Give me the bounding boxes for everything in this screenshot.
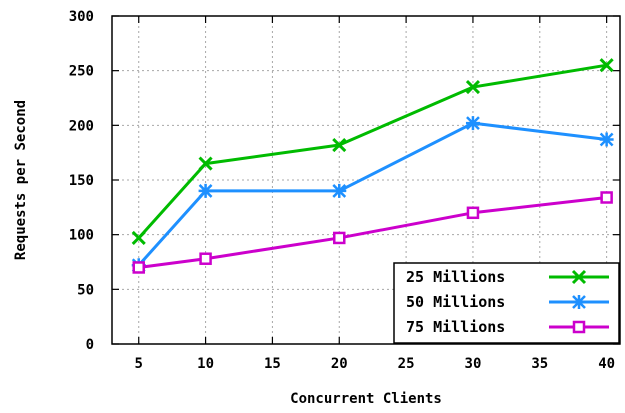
data-point [131, 230, 146, 246]
data-point [599, 58, 614, 73]
x-tick-label: 35 [531, 356, 548, 372]
data-point [600, 191, 613, 204]
x-axis-label: Concurrent Clients [290, 391, 442, 407]
marker-x-shape [599, 58, 614, 73]
x-tick-label: 30 [465, 356, 482, 372]
data-point [332, 183, 347, 198]
marker-asterisk-shape [332, 183, 347, 198]
y-tick-label: 250 [69, 64, 94, 80]
marker-square-shape [572, 320, 586, 334]
data-point [599, 132, 614, 147]
data-point [132, 261, 145, 274]
data-point [465, 80, 481, 95]
series-3 [132, 191, 613, 274]
data-point [466, 206, 480, 220]
data-point [332, 137, 347, 153]
x-tick-label: 15 [264, 356, 281, 372]
series-layer [131, 58, 614, 274]
marker-square-shape [199, 252, 212, 265]
marker-square-shape [333, 231, 346, 245]
y-tick-label: 300 [69, 9, 94, 25]
y-axis-label: Requests per Second [13, 100, 29, 260]
marker-asterisk-shape [465, 116, 480, 131]
marker-x-shape [198, 156, 213, 171]
axis-ticks: 0 50 100 150 200 250 300 5 10 15 20 25 30 35 40 [69, 9, 620, 372]
y-tick-label: 150 [69, 173, 94, 189]
legend-marker [571, 269, 587, 285]
legend-entry: 75 Millions [406, 318, 609, 336]
data-point [465, 116, 480, 131]
y-tick-label: 200 [69, 118, 94, 134]
marker-asterisk-shape [572, 295, 586, 309]
x-tick-label: 10 [197, 356, 214, 372]
marker-x-shape [571, 269, 587, 285]
data-point [333, 231, 346, 245]
data-point [198, 156, 213, 171]
legend-entry: 50 Millions [406, 293, 609, 311]
legend-label: 50 Millions [406, 293, 505, 311]
marker-x-shape [332, 137, 347, 153]
y-tick-label: 100 [69, 228, 94, 244]
legend-marker [572, 295, 586, 309]
series-1 [131, 58, 614, 246]
marker-asterisk-shape [198, 183, 213, 198]
x-tick-label: 40 [598, 356, 615, 372]
marker-square-shape [466, 206, 480, 220]
series-line [137, 63, 607, 239]
legend-label: 75 Millions [406, 318, 505, 336]
legend-label: 25 Millions [406, 268, 505, 286]
legend: 25 Millions 50 Millions 75 Millions [393, 262, 620, 344]
marker-asterisk-shape [599, 132, 614, 147]
x-tick-label: 5 [135, 356, 143, 372]
data-point [199, 252, 212, 265]
marker-square-shape [600, 191, 613, 204]
marker-x-shape [465, 80, 481, 95]
marker-square-shape [132, 261, 145, 274]
data-point [198, 183, 213, 198]
x-tick-label: 20 [331, 356, 348, 372]
y-tick-label: 0 [86, 337, 94, 353]
legend-entry: 25 Millions [406, 268, 609, 286]
x-tick-label: 25 [398, 356, 415, 372]
y-tick-label: 50 [77, 282, 94, 298]
marker-x-shape [131, 230, 146, 246]
legend-marker [572, 320, 586, 334]
series-2 [131, 116, 614, 273]
